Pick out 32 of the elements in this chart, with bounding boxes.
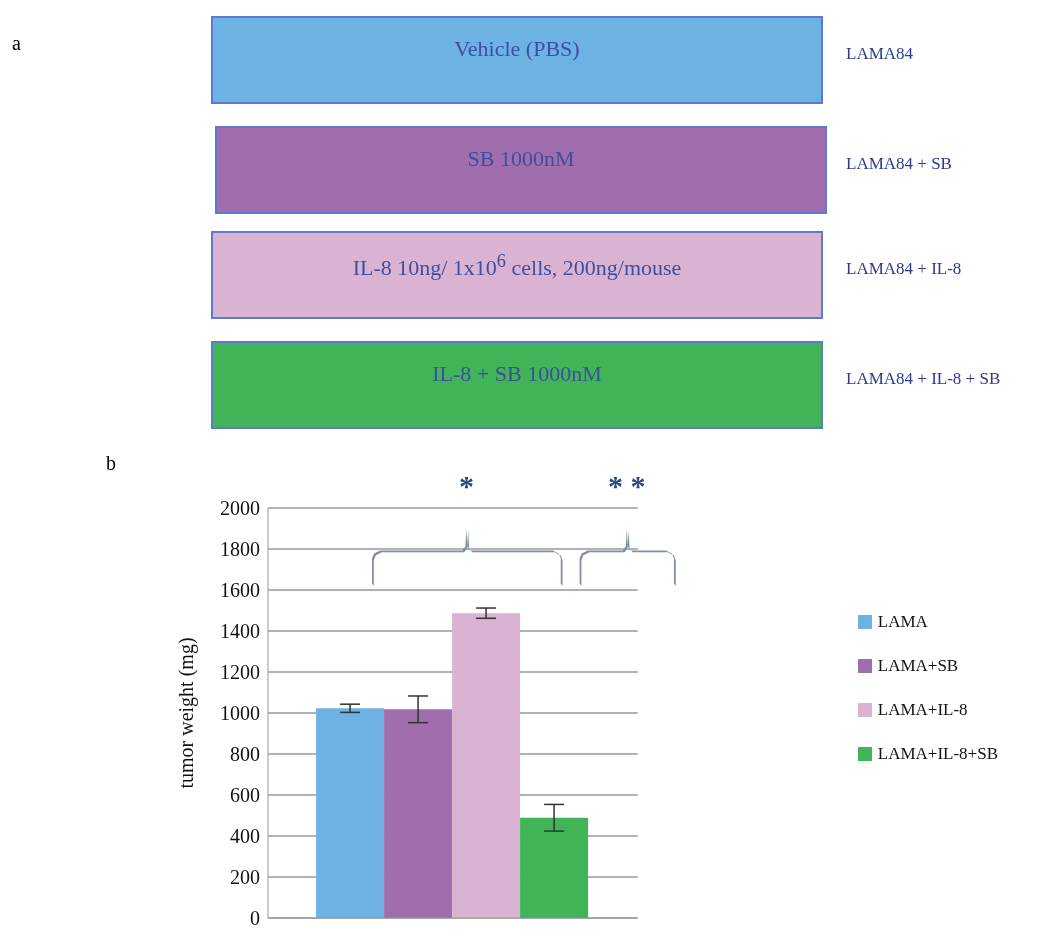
y-tick-label: 800 <box>230 743 260 766</box>
y-tick-label: 2000 <box>220 497 260 520</box>
legend-label: LAMA+SB <box>877 656 959 676</box>
legend-label: LAMA+IL-8 <box>877 700 968 720</box>
treatment-box: IL-8 10ng/ 1x10$^{6}$ cells, 200ng/mouse <box>211 231 823 319</box>
bar <box>384 709 453 918</box>
treatment-box: Vehicle (PBS) <box>211 16 823 104</box>
y-tick-label: 1000 <box>220 702 260 725</box>
chart-title: b <box>106 452 116 475</box>
y-tick-label: 400 <box>230 825 260 848</box>
legend-label: LAMA+IL-8+SB <box>877 744 998 764</box>
text: LAMA84 + IL-8 + SB <box>846 369 1001 389</box>
y-tick-label: 1200 <box>220 661 260 684</box>
y-tick-label: 600 <box>230 784 260 807</box>
y-tick-label: 1800 <box>220 538 260 561</box>
treatment-box: SB 1000nM <box>215 126 827 214</box>
text: LAMA84 + SB <box>846 154 952 174</box>
treatment-box: IL-8 + SB 1000nM <box>211 341 823 429</box>
y-tick-label: 200 <box>230 866 260 889</box>
legend-label: LAMA <box>877 612 928 632</box>
y-axis-title: tumor weight (mg) <box>175 637 199 789</box>
bar <box>316 708 385 918</box>
bar <box>452 613 521 918</box>
text: a <box>12 32 21 55</box>
y-tick-label: 1400 <box>220 620 260 643</box>
text: * * <box>608 469 646 502</box>
y-tick-label: 1600 <box>220 579 260 602</box>
y-tick-label: 0 <box>250 907 260 930</box>
text: LAMA84 + IL-8 <box>846 259 962 279</box>
text: * <box>458 469 474 502</box>
text: LAMA84 <box>846 44 914 64</box>
bar <box>520 817 589 918</box>
